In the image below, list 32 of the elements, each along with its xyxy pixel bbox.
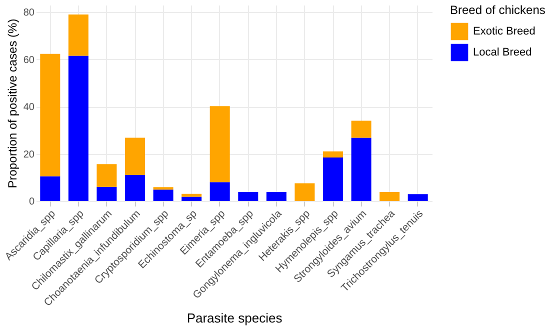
bar: [380, 192, 400, 201]
legend-label: Exotic Breed: [473, 26, 536, 38]
bar: [351, 138, 372, 201]
bar: [323, 151, 343, 158]
bar: [351, 120, 372, 138]
y-tick-label: 20: [23, 149, 35, 160]
bar: [323, 158, 343, 201]
y-tick-label: 80: [23, 8, 35, 19]
bar: [266, 192, 286, 201]
y-tick-label: 0: [28, 196, 35, 208]
legend-title: Breed of chickens: [450, 3, 546, 17]
y-axis-title: Proportion of positive cases (%): [5, 18, 20, 188]
bar: [40, 176, 60, 201]
bar: [238, 192, 258, 201]
bar: [408, 194, 428, 201]
bar: [125, 138, 145, 176]
bar: [96, 186, 117, 201]
bar: [210, 106, 230, 182]
bar: [68, 56, 88, 201]
x-axis-title: Parasite species: [186, 310, 283, 326]
bar: [96, 164, 117, 187]
bar: [182, 196, 202, 201]
bar: [68, 14, 88, 56]
bar: [153, 187, 174, 190]
bar: [153, 190, 174, 201]
bar: [125, 175, 145, 201]
y-tick-label: 60: [23, 54, 35, 66]
y-tick-label: 40: [23, 102, 35, 114]
legend-label: Local Breed: [473, 46, 532, 58]
bar: [40, 54, 60, 176]
bar: [294, 183, 315, 201]
bar: [210, 182, 230, 201]
